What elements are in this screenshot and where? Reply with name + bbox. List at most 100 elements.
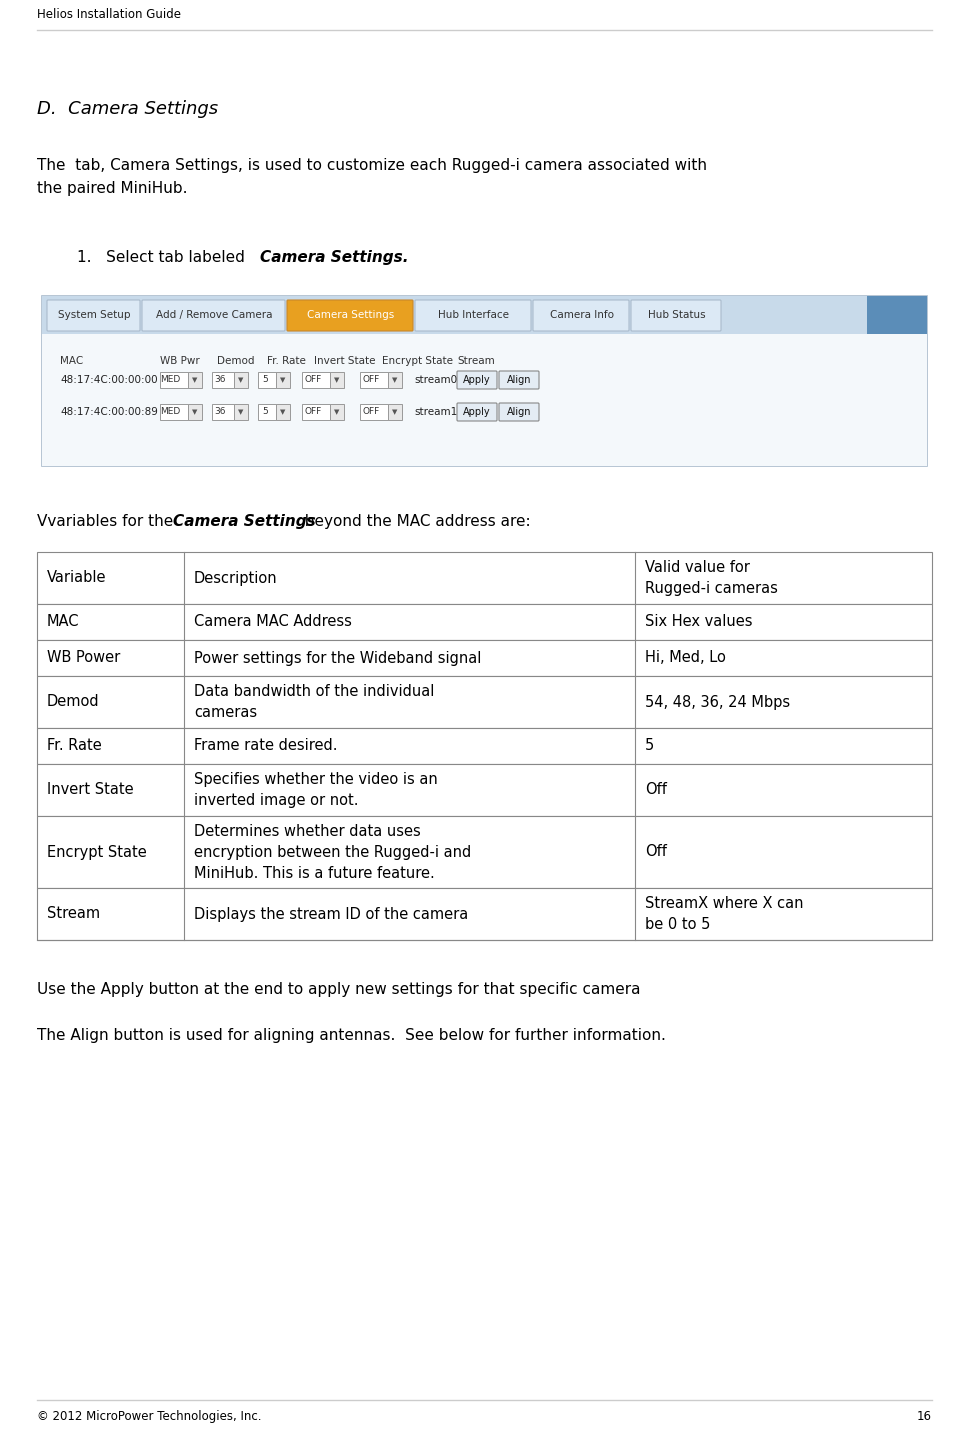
- Text: Fr. Rate: Fr. Rate: [267, 356, 306, 366]
- Bar: [212, 405, 234, 420]
- FancyBboxPatch shape: [499, 403, 539, 420]
- Text: Apply: Apply: [463, 408, 491, 418]
- Bar: [234, 405, 248, 420]
- Text: Stream: Stream: [457, 356, 495, 366]
- Text: System Setup: System Setup: [58, 310, 131, 320]
- Text: Data bandwidth of the individual
cameras: Data bandwidth of the individual cameras: [194, 684, 434, 720]
- Text: Encrypt State: Encrypt State: [382, 356, 453, 366]
- Bar: [258, 372, 276, 387]
- Text: 5: 5: [262, 408, 267, 416]
- Text: WB Pwr: WB Pwr: [160, 356, 200, 366]
- Text: Specifies whether the video is an
inverted image or not.: Specifies whether the video is an invert…: [194, 772, 438, 808]
- Bar: [234, 372, 248, 387]
- Bar: [302, 372, 330, 387]
- Text: Description: Description: [194, 571, 278, 585]
- Text: Determines whether data uses
encryption between the Rugged-i and
MiniHub. This i: Determines whether data uses encryption …: [194, 824, 471, 881]
- Text: StreamX where X can
be 0 to 5: StreamX where X can be 0 to 5: [645, 895, 803, 931]
- Text: Vvariables for the: Vvariables for the: [37, 514, 178, 530]
- Bar: [42, 296, 927, 334]
- Text: OFF: OFF: [362, 408, 379, 416]
- Text: beyond the MAC address are:: beyond the MAC address are:: [295, 514, 531, 530]
- Text: Hi, Med, Lo: Hi, Med, Lo: [645, 650, 726, 666]
- Text: Use the Apply button at the end to apply new settings for that specific camera: Use the Apply button at the end to apply…: [37, 982, 641, 997]
- Bar: [276, 405, 290, 420]
- Text: MED: MED: [161, 376, 181, 385]
- Text: OFF: OFF: [304, 376, 322, 385]
- FancyBboxPatch shape: [631, 300, 721, 331]
- Bar: [37, 604, 932, 640]
- FancyBboxPatch shape: [499, 372, 539, 389]
- Bar: [388, 405, 402, 420]
- Text: WB Power: WB Power: [47, 650, 120, 666]
- Text: 48:17:4C:00:00:89: 48:17:4C:00:00:89: [60, 408, 158, 418]
- Bar: [160, 372, 188, 387]
- Text: Variable: Variable: [47, 571, 107, 585]
- Text: stream1: stream1: [414, 408, 457, 418]
- Text: Align: Align: [507, 375, 531, 385]
- Text: MAC: MAC: [47, 614, 79, 630]
- Text: ▼: ▼: [192, 409, 198, 415]
- Bar: [360, 405, 388, 420]
- Text: Camera MAC Address: Camera MAC Address: [194, 614, 352, 630]
- Text: ▼: ▼: [392, 377, 397, 383]
- Text: Camera Info: Camera Info: [550, 310, 614, 320]
- Bar: [188, 405, 202, 420]
- FancyBboxPatch shape: [457, 403, 497, 420]
- Text: Camera Settings.: Camera Settings.: [260, 250, 409, 265]
- Text: stream0: stream0: [414, 375, 457, 385]
- Text: Demod: Demod: [217, 356, 255, 366]
- Text: Camera Settings: Camera Settings: [307, 310, 394, 320]
- Text: Demod: Demod: [47, 695, 100, 709]
- Bar: [276, 372, 290, 387]
- FancyBboxPatch shape: [533, 300, 629, 331]
- FancyBboxPatch shape: [457, 372, 497, 389]
- Bar: [388, 372, 402, 387]
- Text: 5: 5: [645, 739, 654, 753]
- Text: Off: Off: [645, 782, 667, 798]
- Text: © 2012 MicroPower Technologies, Inc.: © 2012 MicroPower Technologies, Inc.: [37, 1411, 262, 1424]
- Bar: [42, 296, 927, 466]
- Bar: [37, 763, 932, 817]
- Text: Hub Interface: Hub Interface: [439, 310, 510, 320]
- Text: Camera Settings: Camera Settings: [173, 514, 316, 530]
- FancyBboxPatch shape: [287, 300, 413, 331]
- Text: ▼: ▼: [192, 377, 198, 383]
- Text: 1.   Select tab labeled: 1. Select tab labeled: [77, 250, 250, 265]
- Text: 54, 48, 36, 24 Mbps: 54, 48, 36, 24 Mbps: [645, 695, 790, 709]
- Text: OFF: OFF: [304, 408, 322, 416]
- Text: 36: 36: [214, 408, 226, 416]
- Text: ▼: ▼: [280, 409, 286, 415]
- Text: 36: 36: [214, 376, 226, 385]
- Bar: [160, 405, 188, 420]
- Text: ▼: ▼: [238, 409, 243, 415]
- Text: Helios Installation Guide: Helios Installation Guide: [37, 9, 181, 22]
- Text: Encrypt State: Encrypt State: [47, 845, 146, 860]
- Text: ▼: ▼: [280, 377, 286, 383]
- Bar: [37, 888, 932, 940]
- Text: Six Hex values: Six Hex values: [645, 614, 753, 630]
- Bar: [37, 552, 932, 604]
- FancyBboxPatch shape: [415, 300, 531, 331]
- FancyBboxPatch shape: [47, 300, 140, 331]
- Text: Stream: Stream: [47, 907, 100, 921]
- Text: 48:17:4C:00:00:00: 48:17:4C:00:00:00: [60, 375, 158, 385]
- Bar: [258, 405, 276, 420]
- Text: ▼: ▼: [334, 409, 340, 415]
- Bar: [37, 640, 932, 676]
- Bar: [360, 372, 388, 387]
- Text: Apply: Apply: [463, 375, 491, 385]
- Text: Off: Off: [645, 845, 667, 860]
- Text: Displays the stream ID of the camera: Displays the stream ID of the camera: [194, 907, 468, 921]
- Text: 16: 16: [917, 1411, 932, 1424]
- Text: ▼: ▼: [334, 377, 340, 383]
- Text: Align: Align: [507, 408, 531, 418]
- Text: MED: MED: [161, 408, 181, 416]
- Text: Hub Status: Hub Status: [648, 310, 705, 320]
- Bar: [37, 728, 932, 763]
- Bar: [330, 372, 344, 387]
- Text: The Align button is used for aligning antennas.  See below for further informati: The Align button is used for aligning an…: [37, 1027, 666, 1043]
- Bar: [37, 676, 932, 728]
- Text: Invert State: Invert State: [47, 782, 134, 798]
- Text: Valid value for
Rugged-i cameras: Valid value for Rugged-i cameras: [645, 560, 778, 596]
- Text: Frame rate desired.: Frame rate desired.: [194, 739, 337, 753]
